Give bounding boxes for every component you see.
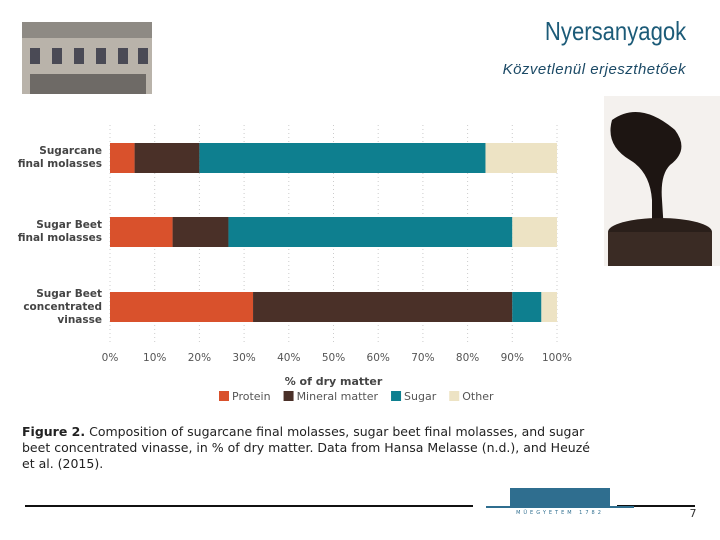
x-tick-label: 30%	[232, 352, 255, 364]
university-logo: MŰEGYETEM 1782	[486, 488, 634, 516]
x-tick-label: 70%	[411, 352, 434, 364]
bar-segment	[541, 292, 557, 322]
chart: 0% 10% 20% 30% 40% 50% 60% 70% 80% 90% 100% % of dr…	[102, 125, 572, 403]
legend-swatch	[219, 391, 229, 401]
bar-segment	[485, 143, 557, 173]
slide-subtitle: Közvetlenül erjeszthetőek	[502, 61, 686, 78]
category-label: Sugar Beet concentrated vinasse	[23, 287, 102, 326]
legend-label: Other	[462, 390, 494, 403]
x-tick-label: 50%	[322, 352, 345, 364]
bar-segment	[253, 292, 513, 322]
legend-label: Sugar	[404, 390, 437, 403]
category-label: Sugar Beet final molasses	[17, 219, 102, 244]
bar-segment	[172, 217, 229, 247]
caption-label: Figure 2.	[22, 424, 86, 439]
legend-swatch	[283, 391, 294, 401]
x-tick-label: 80%	[456, 352, 479, 364]
x-tick-label: 60%	[367, 352, 390, 364]
legend-label: Mineral matter	[297, 390, 379, 403]
bar-segment	[512, 217, 557, 247]
building-photo	[22, 22, 152, 94]
caption-text: Composition of sugarcane final molasses,…	[22, 424, 590, 471]
x-tick-label: 20%	[188, 352, 211, 364]
page-number: 7	[690, 507, 697, 520]
x-axis-title: % of dry matter	[285, 375, 383, 388]
x-tick-label: 100%	[542, 352, 572, 364]
figure-caption: Figure 2. Composition of sugarcane final…	[22, 424, 592, 472]
legend-swatch	[449, 391, 460, 401]
bar-segment	[110, 292, 254, 322]
bar-segment	[199, 143, 486, 173]
logo-text: MŰEGYETEM 1782	[516, 509, 604, 516]
x-tick-label: 0%	[102, 352, 119, 364]
legend-swatch	[391, 391, 402, 401]
molasses-photo	[604, 96, 720, 266]
bar-segment	[110, 143, 135, 173]
x-tick-label: 40%	[277, 352, 300, 364]
slide-title: Nyersanyagok	[544, 16, 686, 46]
bar-segment	[228, 217, 513, 247]
x-tick-label: 10%	[143, 352, 166, 364]
bar-segment	[512, 292, 542, 322]
bar-segment	[134, 143, 200, 173]
x-tick-label: 90%	[501, 352, 524, 364]
category-label: Sugarcane final molasses	[17, 145, 102, 170]
bar-segment	[110, 217, 173, 247]
legend-label: Protein	[232, 390, 271, 403]
